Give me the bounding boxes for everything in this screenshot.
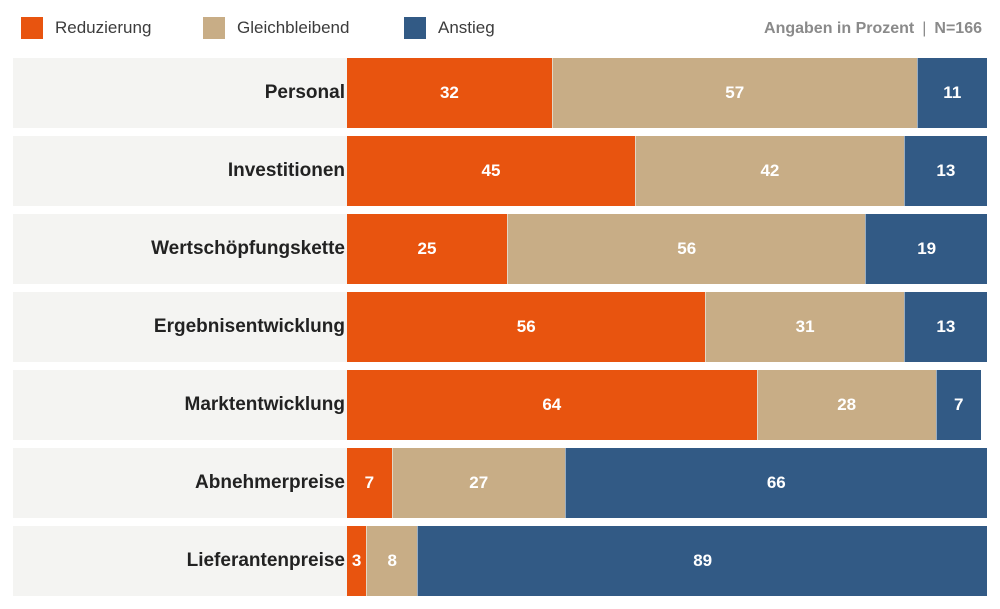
stacked-bar: 56 31 13 [347, 292, 987, 362]
unit-label: Angaben in Prozent [764, 20, 915, 37]
stacked-bar: 45 42 13 [347, 136, 987, 206]
data-label: 28 [837, 395, 857, 414]
category-label: Abnehmerpreise [195, 472, 345, 493]
category-label: Ergebnisentwicklung [153, 316, 345, 337]
bar-segment-reduzierung: 32 [347, 58, 552, 128]
legend-label-reduzierung: Reduzierung [55, 18, 152, 37]
bar-row-marktentwicklung: Marktentwicklung 64 28 7 [13, 370, 987, 440]
category-label: Lieferantenpreise [186, 550, 345, 571]
legend-item-anstieg: Anstieg [404, 17, 495, 39]
bar-segment-anstieg: 89 [417, 526, 987, 596]
data-label: 27 [469, 473, 489, 492]
data-label: 7 [364, 473, 375, 492]
bar-row-wertschoepfungskette: Wertschöpfungskette 25 56 19 [13, 214, 987, 284]
legend-item-gleichbleibend: Gleichbleibend [203, 17, 349, 39]
data-label: 3 [351, 551, 362, 570]
bar-segment-gleichbleibend: 8 [366, 526, 418, 596]
legend-item-reduzierung: Reduzierung [21, 17, 151, 39]
data-label: 7 [953, 395, 964, 414]
stacked-bar: 25 56 19 [347, 214, 987, 284]
row-label-background [13, 58, 347, 128]
chart-meta: Angaben in Prozent | N=166 [764, 20, 982, 38]
category-label: Marktentwicklung [184, 394, 345, 415]
legend-swatch-gleichbleibend [203, 17, 225, 39]
row-label-background [13, 526, 347, 596]
data-label: 19 [917, 239, 937, 258]
category-label: Investitionen [227, 160, 345, 181]
meta-separator: | [922, 20, 927, 37]
stacked-bar: 32 57 11 [347, 58, 987, 128]
bar-segment-gleichbleibend: 56 [507, 214, 866, 284]
legend-swatch-reduzierung [21, 17, 43, 39]
row-label-background [13, 292, 347, 362]
bar-segment-reduzierung: 7 [347, 448, 392, 518]
bar-row-ergebnisentwicklung: Ergebnisentwicklung 56 31 13 [13, 292, 987, 362]
stacked-bar: 64 28 7 [347, 370, 987, 440]
data-label: 57 [725, 83, 745, 102]
sample-size: N=166 [934, 20, 982, 37]
bar-segment-reduzierung: 64 [347, 370, 757, 440]
data-label: 89 [693, 551, 713, 570]
row-label-background [13, 214, 347, 284]
category-label: Personal [264, 82, 345, 103]
bar-segment-gleichbleibend: 57 [551, 58, 917, 128]
bar-row-abnehmerpreise: Abnehmerpreise 7 27 66 [13, 448, 987, 518]
bar-segment-anstieg: 13 [903, 292, 987, 362]
data-label: 56 [677, 239, 697, 258]
row-label-background [13, 370, 347, 440]
stacked-bar: 7 27 66 [347, 448, 987, 518]
data-label: 25 [417, 239, 437, 258]
bar-segment-reduzierung: 25 [347, 214, 507, 284]
bar-segment-gleichbleibend: 31 [705, 292, 904, 362]
bar-segment-gleichbleibend: 28 [756, 370, 936, 440]
legend: Reduzierung Gleichbleibend Anstieg [0, 17, 1000, 43]
data-label: 32 [439, 83, 459, 102]
data-label: 45 [481, 161, 501, 180]
data-label: 11 [943, 83, 962, 102]
data-label: 8 [387, 551, 398, 570]
bar-segment-anstieg: 13 [903, 136, 987, 206]
bar-segment-anstieg: 19 [865, 214, 987, 284]
data-label: 13 [936, 161, 956, 180]
bar-segment-reduzierung: 45 [347, 136, 635, 206]
legend-label-gleichbleibend: Gleichbleibend [237, 18, 350, 37]
row-label-background [13, 448, 347, 518]
data-label: 56 [516, 317, 536, 336]
stacked-bar: 3 8 89 [347, 526, 987, 596]
data-label: 64 [542, 395, 562, 414]
bar-row-lieferantenpreise: Lieferantenpreise 3 8 89 [13, 526, 987, 596]
data-label: 13 [936, 317, 956, 336]
bar-segment-gleichbleibend: 27 [391, 448, 565, 518]
row-label-background [13, 136, 347, 206]
bar-segment-anstieg: 7 [935, 370, 981, 440]
data-label: 42 [760, 161, 780, 180]
legend-label-anstieg: Anstieg [438, 18, 495, 37]
data-label: 31 [795, 317, 815, 336]
bar-segment-reduzierung: 3 [347, 526, 367, 596]
bar-segment-anstieg: 66 [564, 448, 987, 518]
data-label: 66 [766, 473, 786, 492]
category-label: Wertschöpfungskette [151, 238, 345, 259]
bar-row-investitionen: Investitionen 45 42 13 [13, 136, 987, 206]
bar-segment-gleichbleibend: 42 [635, 136, 904, 206]
bar-segment-anstieg: 11 [916, 58, 987, 128]
bar-row-personal: Personal 32 57 11 [13, 58, 987, 128]
bar-segment-reduzierung: 56 [347, 292, 706, 362]
legend-swatch-anstieg [404, 17, 426, 39]
